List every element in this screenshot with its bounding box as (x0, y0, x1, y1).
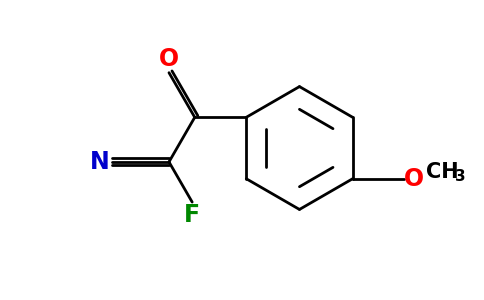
Text: O: O (159, 47, 179, 71)
Text: N: N (90, 150, 109, 174)
Text: O: O (404, 167, 424, 191)
Text: F: F (184, 203, 200, 227)
Text: 3: 3 (455, 169, 466, 184)
Text: CH: CH (425, 162, 458, 182)
